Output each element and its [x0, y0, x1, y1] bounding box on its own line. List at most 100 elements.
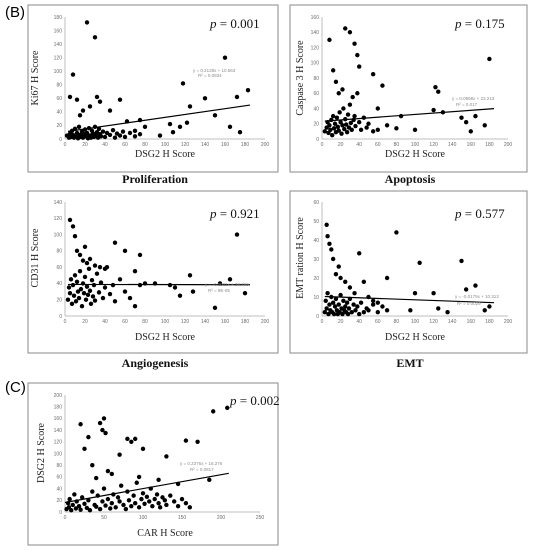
x-tick-label: 80	[142, 319, 148, 325]
data-point	[357, 251, 362, 256]
data-point	[112, 240, 118, 245]
data-point	[394, 126, 399, 131]
data-point	[129, 503, 134, 509]
data-point	[324, 222, 329, 227]
data-point	[84, 130, 90, 136]
data-point	[112, 299, 118, 304]
data-point	[183, 438, 189, 443]
x-tick-label: 160	[221, 319, 230, 325]
data-point	[117, 499, 122, 504]
data-point	[112, 135, 118, 140]
y-tick-label: 50	[313, 219, 319, 225]
data-point	[87, 104, 93, 109]
data-point	[92, 298, 98, 303]
y-tick-label: 200	[54, 393, 63, 399]
data-point	[212, 305, 218, 311]
data-point	[70, 224, 76, 229]
data-point	[97, 99, 103, 104]
trend-equation: y = -0.0179x + 10.313	[455, 294, 499, 299]
data-point	[330, 113, 336, 119]
data-point	[234, 94, 240, 100]
y-tick-label: 80	[56, 463, 62, 469]
data-point	[101, 416, 107, 421]
data-point	[330, 300, 336, 305]
x-tick-label: 180	[241, 142, 250, 148]
data-point	[211, 409, 216, 414]
data-point	[459, 258, 464, 264]
data-point	[100, 295, 106, 301]
data-point	[127, 130, 133, 136]
data-point	[234, 232, 240, 237]
y-tick-label: 40	[56, 110, 62, 116]
y-tick-label: 60	[56, 475, 62, 481]
data-point	[73, 299, 79, 304]
data-point	[85, 292, 91, 298]
y-axis-label: Ki67 H Score	[30, 50, 41, 106]
data-point	[366, 308, 371, 313]
data-point	[341, 106, 346, 111]
data-point	[76, 295, 82, 301]
data-point	[340, 311, 345, 317]
data-point	[187, 505, 192, 510]
data-point	[69, 301, 75, 306]
p-value-label: p = 0.577	[454, 206, 505, 221]
data-point	[375, 106, 380, 111]
x-tick-label: 140	[201, 142, 210, 148]
data-point	[326, 311, 331, 317]
data-point	[351, 302, 356, 307]
data-point	[72, 492, 77, 497]
data-point	[94, 94, 100, 100]
x-tick-label: 200	[217, 515, 226, 521]
data-point	[327, 123, 332, 128]
data-point	[331, 311, 337, 317]
data-point	[333, 79, 339, 85]
trend-equation: y = 0.0898x + 23.213	[452, 96, 495, 101]
data-point	[101, 486, 107, 491]
data-point	[83, 297, 89, 302]
data-point	[87, 508, 93, 513]
data-point	[67, 94, 73, 100]
data-point	[79, 495, 85, 500]
data-point	[137, 252, 143, 258]
data-point	[353, 123, 358, 129]
data-point	[325, 234, 330, 239]
data-point	[84, 505, 90, 511]
data-point	[96, 290, 102, 295]
data-point	[76, 503, 82, 509]
data-point	[358, 300, 364, 305]
data-point	[408, 308, 413, 313]
x-tick-label: 140	[448, 319, 457, 325]
x-axis-label: DSG2 H Score	[135, 332, 196, 343]
data-point	[77, 252, 83, 258]
data-point	[328, 127, 333, 133]
data-point	[172, 499, 177, 504]
data-point	[154, 492, 160, 497]
chart-panel-3: 0 20 40 60 80 100 120 140 160 180 200 0 20 40 60 80 100 1…	[27, 190, 279, 354]
x-tick-label: 100	[411, 142, 420, 148]
data-point	[150, 503, 155, 509]
data-point	[94, 475, 99, 481]
data-point	[487, 304, 492, 309]
data-point	[156, 477, 161, 483]
y-tick-label: 60	[56, 96, 62, 102]
data-point	[74, 97, 80, 102]
data-point	[350, 94, 355, 100]
data-point	[332, 121, 338, 126]
x-tick-label: 150	[178, 515, 187, 521]
y-tick-label: 160	[54, 416, 63, 422]
trend-equation: y = 0.2138x + 10.563	[193, 68, 236, 73]
x-axis-label: DSG2 H Score	[135, 149, 196, 160]
data-point	[180, 81, 186, 86]
x-tick-label: 0	[64, 515, 67, 521]
data-point	[352, 113, 357, 119]
data-point	[71, 293, 77, 298]
data-point	[82, 244, 88, 249]
y-tick-label: 60	[313, 91, 319, 97]
data-point	[69, 508, 74, 513]
data-point	[70, 502, 76, 508]
x-tick-label: 180	[485, 319, 494, 325]
data-point	[184, 120, 190, 125]
data-point	[142, 124, 148, 129]
data-point	[67, 217, 73, 223]
y-tick-label: 0	[59, 510, 62, 516]
